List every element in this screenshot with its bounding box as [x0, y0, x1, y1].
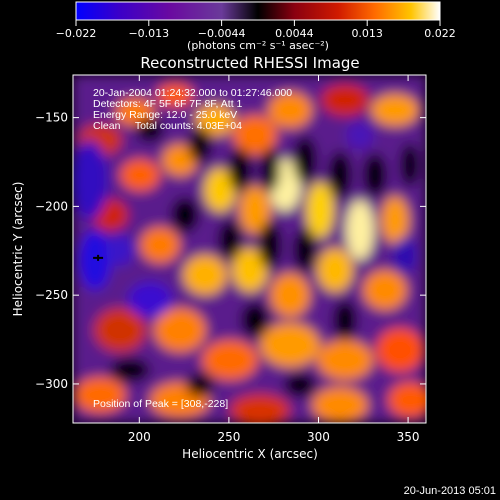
x-tick-label: 300: [307, 430, 330, 444]
heatmap-image: [73, 75, 426, 423]
heatmap-hot-lobe: [388, 382, 426, 418]
heatmap-hot-lobe: [346, 200, 374, 260]
colorbar-gradient: [75, 1, 441, 21]
heatmap-cold-lobe: [400, 143, 420, 187]
annotation-clean-counts: Clean Total counts: 4.03E+04: [93, 120, 242, 132]
heatmap-cold-lobe: [346, 121, 374, 149]
heatmap-hot-lobe: [312, 387, 368, 423]
heatmap-hot-lobe: [376, 328, 424, 372]
heatmap-hot-lobe: [317, 248, 353, 292]
heatmap-cold-lobe: [393, 237, 417, 273]
heatmap-cold-lobe: [293, 228, 317, 272]
heatmap-cold-lobe: [136, 118, 164, 142]
heatmap-cold-lobe: [106, 234, 134, 266]
plot-area: 200 250 300 350 −150 −200 −250 −300 20-Jan-200…: [35, 74, 427, 444]
colorbar-unit-label: (photons cm⁻² s⁻¹ asec⁻²): [187, 39, 329, 52]
heatmap-cold-lobe: [328, 151, 352, 199]
heatmap-hot-lobe: [270, 273, 310, 317]
heatmap-hot-lobe: [140, 227, 180, 263]
chart-title: Reconstructed RHESSI Image: [140, 54, 359, 72]
heatmap-hot-lobe: [363, 270, 407, 310]
heatmap-cold-lobe: [128, 282, 172, 318]
y-tick-label: −300: [35, 377, 68, 391]
heatmap-hot-lobe: [120, 159, 160, 191]
annotation-energy-range: Energy Range: 12.0 - 25.0 keV: [93, 109, 237, 121]
heatmap-cold-lobe: [171, 197, 199, 233]
heatmap-cold-lobe: [293, 136, 317, 184]
heatmap-hot-lobe: [74, 377, 126, 413]
x-axis-ticks: 200 250 300 350: [128, 75, 420, 444]
heatmap-hot-lobe: [268, 92, 312, 128]
peak-marker: [93, 254, 104, 261]
heatmap-hot-lobe: [232, 248, 268, 292]
colorbar-tick-label: −0.013: [128, 27, 169, 40]
heatmap-cold-lobe: [79, 230, 111, 290]
heatmap-cold-lobe: [228, 148, 252, 192]
heatmap-hot-lobe: [94, 308, 146, 352]
plot-frame: [72, 74, 427, 424]
heatmap-hot-lobe: [317, 340, 373, 380]
colorbar-tick-label: −0.0044: [198, 27, 246, 40]
heatmap-hot-lobe: [204, 168, 236, 212]
heatmap-cold-lobe: [218, 220, 242, 260]
heatmap-hot-lobe: [230, 394, 290, 423]
heatmap-cold-lobe: [186, 373, 214, 397]
heatmap-hot-lobe: [233, 115, 277, 155]
annotation-peak-position: Position of Peak = [308,-228]: [93, 398, 228, 410]
colorbar-tick-label: 0.022: [424, 27, 456, 40]
heatmap-cold-lobe: [363, 153, 387, 197]
heatmap-cold-lobe: [188, 127, 212, 163]
heatmap-cold-lobe: [284, 373, 316, 397]
x-tick-label: 200: [128, 430, 151, 444]
x-axis-label: Heliocentric X (arcsec): [182, 447, 318, 461]
heatmap-hot-lobe: [157, 83, 193, 107]
heatmap-hot-lobe: [306, 182, 334, 238]
colorbar-tick-label: −0.022: [56, 27, 97, 40]
colorbar-tick-label: 0.013: [351, 27, 383, 40]
heatmap-cold-lobe: [258, 221, 282, 269]
heatmap-hot-lobe: [183, 255, 227, 295]
colorbar-ticks: −0.022 −0.013 −0.0044 0.0044 0.013 0.022: [56, 20, 456, 40]
generation-date: 20-Jun-2013 05:01: [403, 485, 496, 497]
annotation-time-range: 20-Jan-2004 01:24:32.000 to 01:27:46.000: [93, 87, 292, 99]
heatmap-hot-lobe: [321, 84, 369, 116]
x-tick-label: 350: [397, 430, 420, 444]
heatmap-cold-lobe: [260, 148, 280, 192]
y-tick-label: −250: [35, 288, 68, 302]
heatmap-cold-lobe: [110, 358, 150, 382]
heatmap-hot-lobe: [260, 323, 320, 367]
x-tick-label: 250: [217, 430, 240, 444]
colorbar: −0.022 −0.013 −0.0044 0.0044 0.013 0.022 (pho…: [56, 1, 456, 52]
heatmap-hot-lobe: [371, 94, 419, 126]
heatmap-hot-lobe: [239, 186, 271, 234]
y-tick-label: −200: [35, 199, 68, 213]
colorbar-tick-label: 0.0044: [275, 27, 314, 40]
heatmap-hot-lobe: [154, 308, 206, 352]
y-axis-ticks: −150 −200 −250 −300: [35, 111, 426, 391]
heatmap-cold-lobe: [241, 302, 269, 338]
heatmap-hot-lobe: [381, 196, 409, 244]
heatmap-cold-lobe: [333, 300, 357, 340]
heatmap-hot-lobe: [202, 340, 258, 380]
y-axis-label: Heliocentric Y (arcsec): [11, 182, 25, 317]
heatmap-cold-lobe: [73, 140, 108, 220]
heatmap-hot-lobe: [195, 104, 235, 136]
y-tick-label: −150: [35, 111, 68, 125]
annotation-detectors: Detectors: 4F 5F 6F 7F 8F, Att 1: [93, 98, 243, 110]
